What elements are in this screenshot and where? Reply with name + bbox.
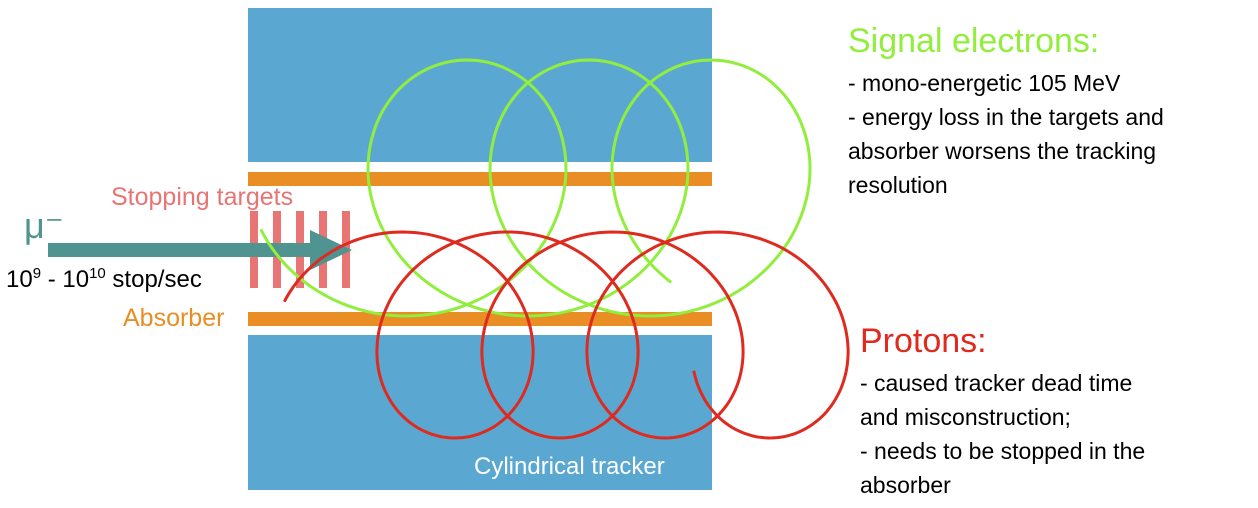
protons-notes: - caused tracker dead time and misconstr… bbox=[860, 366, 1145, 502]
signal-note: absorber worsens the tracking bbox=[848, 138, 1157, 164]
absorber-top bbox=[248, 172, 712, 186]
proton-note: - needs to be stopped in the bbox=[860, 438, 1146, 464]
signal-notes: - mono-energetic 105 MeV - energy loss i… bbox=[848, 66, 1164, 202]
signal-note: - energy loss in the targets and bbox=[848, 104, 1164, 130]
muon-arrow bbox=[48, 230, 352, 270]
signal-note: resolution bbox=[848, 172, 948, 198]
tracker-top bbox=[248, 8, 712, 162]
absorber-bottom bbox=[248, 312, 712, 326]
muon-rate: 109 - 1010 stop/sec bbox=[6, 265, 202, 294]
signal-note: - mono-energetic 105 MeV bbox=[848, 70, 1121, 96]
signal-electron-track bbox=[259, 58, 812, 318]
stopping-targets-label: Stopping targets bbox=[111, 183, 294, 211]
rate-base: 10 bbox=[6, 266, 33, 293]
signal-title: Signal electrons: bbox=[848, 22, 1100, 60]
rate-exponent: 9 bbox=[32, 265, 42, 282]
proton-track bbox=[282, 230, 850, 440]
proton-note: absorber bbox=[860, 472, 951, 498]
tracker-bottom bbox=[248, 335, 712, 490]
muon-label: μ⁻ bbox=[24, 205, 64, 246]
rate-exponent: 10 bbox=[89, 265, 106, 282]
proton-note: - caused tracker dead time bbox=[860, 370, 1133, 396]
rate-base: 10 bbox=[62, 266, 90, 293]
protons-title: Protons: bbox=[860, 322, 987, 360]
proton-note: and misconstruction; bbox=[860, 404, 1071, 430]
absorber-label: Absorber bbox=[123, 304, 225, 332]
rate-separator: - bbox=[41, 266, 63, 293]
tracker-label: Cylindrical tracker bbox=[474, 453, 665, 480]
rate-unit: stop/sec bbox=[105, 266, 202, 293]
